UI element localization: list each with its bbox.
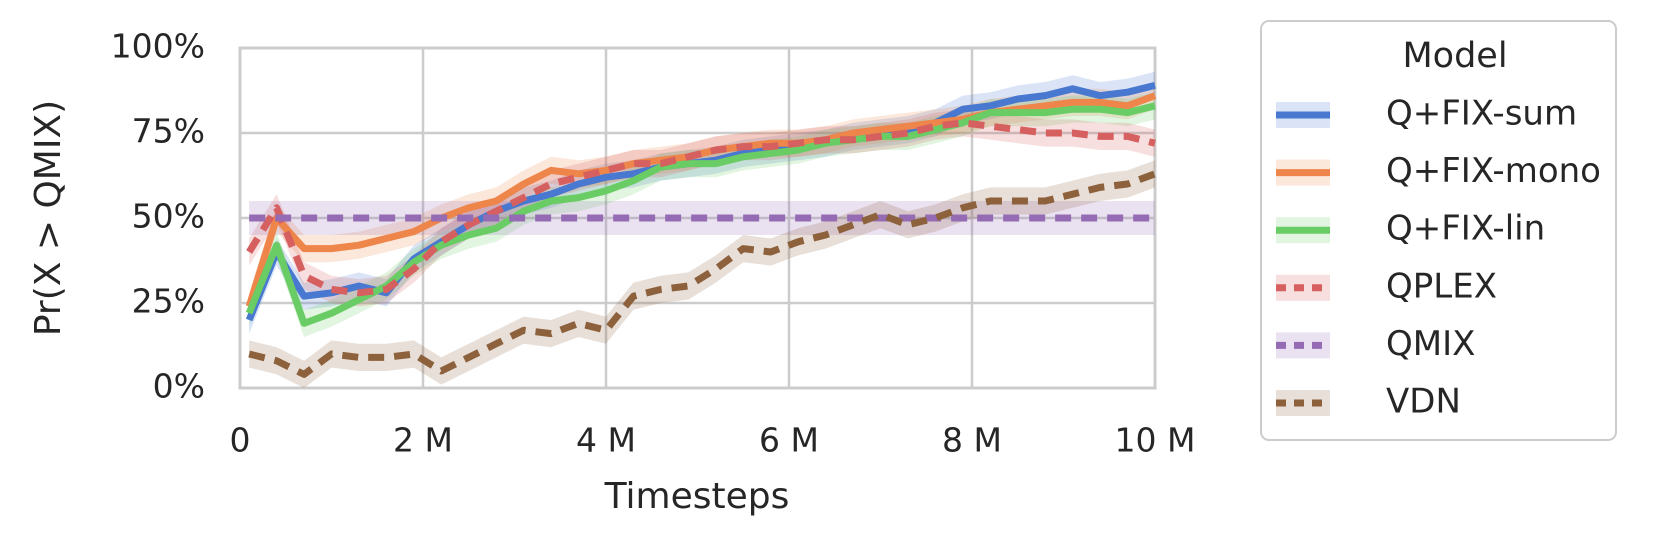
legend-label: VDN xyxy=(1386,382,1461,422)
confidence-band xyxy=(249,71,1155,334)
x-tick-label: 2 M xyxy=(393,421,453,460)
x-tick-label: 0 xyxy=(230,421,251,460)
y-tick-label: 75% xyxy=(132,112,205,151)
series-line xyxy=(245,102,1156,327)
legend-label: Q+FIX-lin xyxy=(1386,209,1545,249)
plot-frame xyxy=(238,46,1157,390)
y-tick-label: 50% xyxy=(132,197,205,236)
legend-label: QMIX xyxy=(1386,324,1475,364)
y-tick-label: 100% xyxy=(111,27,205,66)
series-line xyxy=(248,170,1157,378)
confidence-band xyxy=(249,109,1155,307)
x-tick-label: 4 M xyxy=(576,421,636,460)
x-tick-label: 8 M xyxy=(942,421,1002,460)
x-axis-label: Timesteps xyxy=(604,476,790,517)
legend-label: Q+FIX-mono xyxy=(1386,151,1601,191)
legend-label: Q+FIX-sum xyxy=(1386,94,1577,134)
y-tick-label: 25% xyxy=(132,282,205,321)
legend-box xyxy=(1260,20,1617,441)
x-tick-label: 10 M xyxy=(1115,421,1196,460)
y-tick-label: 0% xyxy=(153,367,205,406)
series-line xyxy=(246,119,1156,297)
y-axis-label: Pr(X > QMIX) xyxy=(28,100,69,336)
x-tick-label: 6 M xyxy=(759,421,819,460)
legend-label: QPLEX xyxy=(1386,266,1497,306)
legend-title: Model xyxy=(1402,36,1507,76)
